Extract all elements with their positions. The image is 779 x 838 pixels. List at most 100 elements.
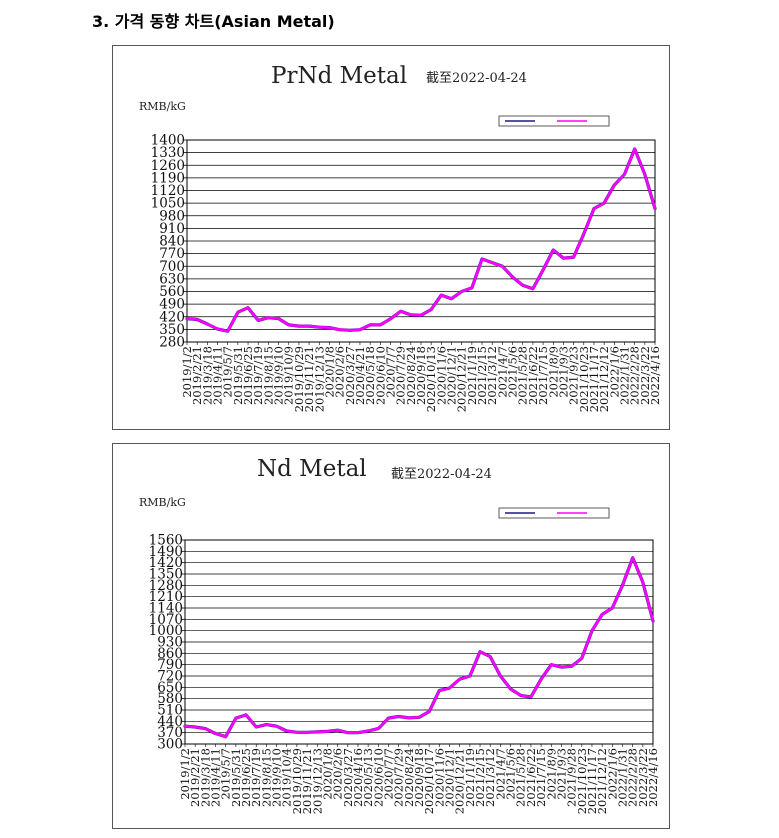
prnd-y-tick-label: 1330 <box>151 145 185 161</box>
prnd-x-tick-label: 2019/8/15 <box>261 346 275 405</box>
prnd-x-tick-label: 2020/6/10 <box>373 346 387 405</box>
nd-y-tick-label: 370 <box>157 725 183 741</box>
nd-y-tick-label: 860 <box>157 646 183 662</box>
nd-y-tick-label: 720 <box>157 669 183 685</box>
prnd-y-tick-label: 700 <box>159 259 185 275</box>
nd-x-tick-label: 2019/4/11 <box>209 748 223 807</box>
nd-chart-panel: Nd Metal 截至2022-04-24 RMB/kG 300 370 440 510 58… <box>112 443 670 829</box>
nd-x-tick-label: 2021/9/3 <box>554 748 568 800</box>
nd-chart-title: Nd Metal <box>257 456 367 482</box>
nd-x-tick-label: 2021/3/12 <box>483 748 497 807</box>
nd-y-tick-label: 1280 <box>149 578 183 594</box>
prnd-x-tick-label: 2021/5/28 <box>516 346 530 405</box>
nd-x-tick-label: 2019/5/31 <box>229 748 243 807</box>
nd-y-tick-label: 510 <box>157 703 183 719</box>
nd-y-tick-label: 1210 <box>149 589 183 605</box>
nd-x-tick-label: 2019/5/7 <box>219 748 233 800</box>
nd-x-tick-label: 2020/9/18 <box>412 748 426 807</box>
prnd-x-tick-label: 2020/4/21 <box>353 346 367 405</box>
prnd-y-tick-label: 420 <box>159 309 185 325</box>
nd-x-tick-label: 2019/3/18 <box>198 748 212 807</box>
prnd-x-tick-label: 2021/7/15 <box>536 346 550 405</box>
nd-y-tick-label: 790 <box>157 657 183 673</box>
nd-x-tick-label: 2020/8/24 <box>402 748 416 807</box>
prnd-x-tick-label: 2021/9/3 <box>556 346 570 398</box>
prnd-y-tick-label: 1260 <box>151 158 185 174</box>
nd-x-tick-label: 2022/3/22 <box>636 748 650 807</box>
prnd-x-tick-label: 2019/3/18 <box>200 346 214 405</box>
prnd-y-tick-label: 1190 <box>151 170 185 186</box>
nd-x-tick-label: 2020/4/16 <box>351 748 365 807</box>
nd-x-tick-label: 2021/11/17 <box>585 748 599 814</box>
prnd-x-tick-label: 2020/2/6 <box>333 346 347 398</box>
nd-y-tick-label: 1490 <box>149 544 183 560</box>
nd-y-tick-label: 1070 <box>149 612 183 628</box>
nd-y-tick-label: 440 <box>157 714 183 730</box>
prnd-x-tick-label: 2019/7/19 <box>251 346 265 405</box>
nd-x-tick-label: 2021/7/15 <box>534 748 548 807</box>
prnd-x-tick-label: 2019/2/21 <box>190 346 204 405</box>
nd-y-tick-label: 580 <box>157 691 183 707</box>
nd-y-axis-label: RMB/kG <box>139 496 186 509</box>
nd-x-tick-label: 2020/3/27 <box>341 748 355 807</box>
prnd-y-tick-label: 770 <box>159 246 185 262</box>
prnd-x-tick-label: 2020/8/24 <box>404 346 418 405</box>
prnd-x-tick-label: 2020/12/1 <box>445 346 459 405</box>
prnd-y-tick-label: 630 <box>159 271 185 287</box>
nd-x-tick-label: 2019/2/21 <box>188 748 202 807</box>
prnd-x-tick-label: 2021/9/23 <box>567 346 581 405</box>
nd-x-tick-label: 2021/9/28 <box>565 748 579 807</box>
nd-chart-subtitle: 截至2022-04-24 <box>391 467 492 482</box>
prnd-x-tick-label: 2020/12/21 <box>455 346 469 412</box>
prnd-chart-panel: PrNd Metal 截至2022-04-24 RMB/kG 280 350 420 490… <box>112 45 670 430</box>
nd-x-tick-label: 2019/1/2 <box>178 748 192 800</box>
nd-y-tick-label: 930 <box>157 635 183 651</box>
prnd-y-tick-label: 980 <box>159 208 185 224</box>
nd-y-tick-label: 650 <box>157 680 183 696</box>
prnd-y-tick-label: 1050 <box>151 196 185 212</box>
nd-x-tick-label: 2019/7/19 <box>249 748 263 807</box>
prnd-y-tick-label: 280 <box>159 335 185 351</box>
nd-x-tick-label: 2019/11/21 <box>300 748 314 814</box>
prnd-x-tick-label: 2021/8/9 <box>546 346 560 398</box>
prnd-x-tick-label: 2021/3/12 <box>485 346 499 405</box>
prnd-x-tick-label: 2020/7/7 <box>383 346 397 398</box>
prnd-x-tick-label: 2019/1/2 <box>180 346 194 398</box>
prnd-y-tick-label: 1400 <box>151 133 185 149</box>
prnd-x-tick-label: 2022/4/16 <box>648 346 662 405</box>
prnd-x-tick-label: 2019/5/7 <box>221 346 235 398</box>
prnd-x-tick-label: 2020/11/6 <box>434 346 448 405</box>
nd-x-tick-label: 2019/10/29 <box>290 748 304 814</box>
prnd-legend-box <box>498 115 610 127</box>
prnd-x-tick-label: 2019/6/25 <box>241 346 255 405</box>
section-heading: 3. 가격 동향 차트(Asian Metal) <box>92 12 335 31</box>
nd-x-tick-label: 2020/5/13 <box>361 748 375 807</box>
prnd-x-tick-label: 2020/1/8 <box>322 346 336 398</box>
prnd-x-tick-label: 2021/4/7 <box>495 346 509 398</box>
nd-x-tick-label: 2020/2/6 <box>331 748 345 800</box>
prnd-x-tick-label: 2019/5/31 <box>231 346 245 405</box>
prnd-chart-title: PrNd Metal <box>271 63 407 89</box>
prnd-y-tick-label: 560 <box>159 284 185 300</box>
nd-x-tick-label: 2021/5/6 <box>504 748 518 800</box>
nd-x-tick-label: 2020/12/21 <box>453 748 467 814</box>
prnd-x-tick-label: 2022/2/28 <box>628 346 642 405</box>
nd-x-tick-label: 2019/10/4 <box>280 748 294 807</box>
prnd-x-tick-label: 2022/1/6 <box>607 346 621 398</box>
nd-y-tick-label: 1140 <box>149 601 183 617</box>
prnd-x-tick-label: 2020/3/27 <box>343 346 357 405</box>
nd-x-tick-label: 2019/6/25 <box>239 748 253 807</box>
prnd-x-tick-label: 2020/9/18 <box>414 346 428 405</box>
nd-x-tick-label: 2021/5/28 <box>514 748 528 807</box>
nd-y-tick-label: 300 <box>157 737 183 753</box>
prnd-x-tick-label: 2020/5/18 <box>363 346 377 405</box>
prnd-chart-svg: PrNd Metal 截至2022-04-24 RMB/kG 280350420490… <box>139 63 662 412</box>
nd-y-tick-label: 1000 <box>149 623 183 639</box>
nd-x-tick-label: 2019/9/10 <box>270 748 284 807</box>
prnd-x-tick-label: 2019/10/9 <box>282 346 296 405</box>
prnd-x-tick-label: 2021/2/15 <box>475 346 489 405</box>
nd-x-tick-label: 2020/6/10 <box>371 748 385 807</box>
nd-x-tick-label: 2021/4/7 <box>493 748 507 800</box>
prnd-series-2-line <box>185 147 657 333</box>
prnd-x-tick-label: 2020/10/13 <box>424 346 438 412</box>
